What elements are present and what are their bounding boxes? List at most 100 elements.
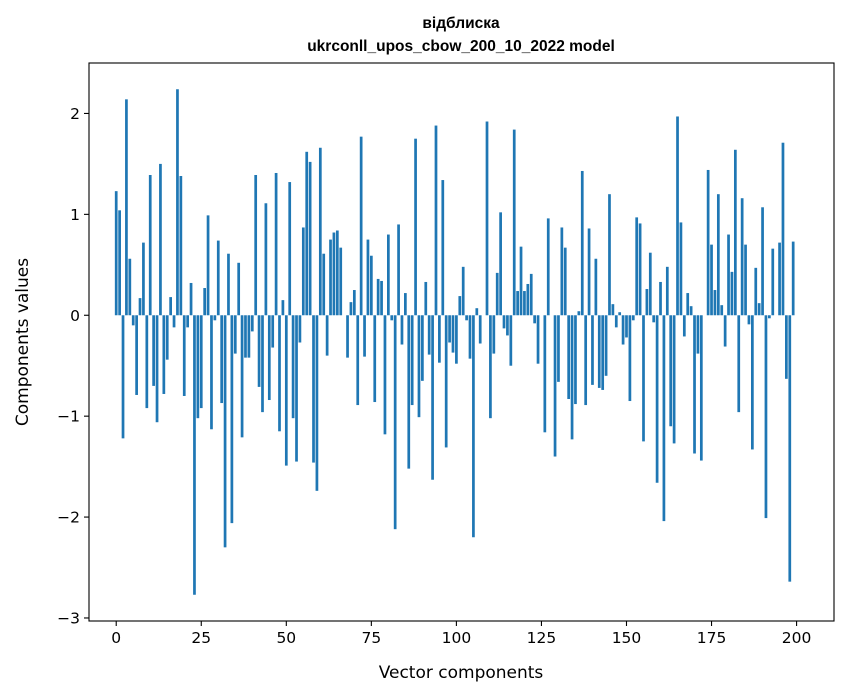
- x-tick-label: 75: [361, 629, 381, 647]
- bar: [339, 247, 343, 316]
- bar: [512, 129, 516, 316]
- bar: [591, 315, 594, 385]
- bar: [536, 315, 540, 364]
- bar: [267, 315, 271, 401]
- bar: [495, 272, 499, 316]
- bar: [169, 297, 172, 316]
- bar: [213, 315, 217, 321]
- bar: [199, 315, 203, 409]
- chart-title: відблиска: [422, 15, 500, 32]
- bar: [574, 315, 577, 405]
- bar: [193, 315, 196, 595]
- bar: [366, 239, 370, 316]
- bar: [237, 262, 241, 316]
- bar: [131, 315, 135, 326]
- bar: [553, 315, 557, 457]
- bar: [557, 315, 560, 382]
- bar: [604, 315, 608, 376]
- bar: [363, 315, 366, 357]
- bar: [516, 291, 519, 316]
- bar: [485, 121, 489, 316]
- bar: [519, 246, 523, 316]
- y-tick-label: 1: [70, 206, 80, 224]
- y-tick-label: −2: [57, 509, 80, 527]
- bar: [444, 315, 448, 448]
- bar: [720, 305, 724, 316]
- bar: [778, 242, 781, 316]
- bar: [417, 315, 421, 418]
- bar: [329, 239, 332, 316]
- y-tick-label: −3: [57, 609, 80, 627]
- bar: [145, 315, 149, 409]
- bar: [489, 315, 492, 419]
- bar: [223, 315, 227, 548]
- bar: [740, 198, 744, 316]
- x-axis-label: Vector components: [379, 663, 544, 683]
- bar: [271, 315, 275, 348]
- bar: [475, 308, 479, 316]
- bar: [278, 315, 281, 432]
- x-tick-label: 125: [527, 629, 557, 647]
- bar: [114, 191, 118, 316]
- bar: [751, 315, 754, 450]
- bar: [679, 222, 683, 316]
- bar: [298, 315, 302, 343]
- bar: [716, 194, 720, 316]
- bar: [628, 315, 632, 402]
- plot-frame: [88, 62, 835, 622]
- bar: [305, 151, 309, 316]
- bar: [730, 271, 734, 316]
- bar: [332, 232, 336, 316]
- x-tick-label: 175: [697, 629, 727, 647]
- x-tick-label: 100: [442, 629, 472, 647]
- bar: [448, 315, 451, 343]
- bar: [648, 252, 652, 316]
- bar: [744, 244, 747, 316]
- bar: [635, 217, 639, 316]
- bar: [478, 315, 482, 344]
- bar: [315, 315, 319, 491]
- bar: [397, 224, 400, 316]
- bar: [472, 315, 475, 538]
- bar: [172, 315, 176, 328]
- bar: [196, 315, 200, 419]
- bar: [608, 194, 611, 316]
- bar: [421, 315, 424, 381]
- bar: [318, 147, 322, 316]
- bar: [441, 180, 445, 316]
- bar: [176, 89, 179, 316]
- bar: [380, 280, 383, 316]
- bar: [652, 315, 656, 323]
- axes-layer: 0 25 50 75 100 125 150 175 200 −3 −2 −1 0 1 2: [57, 62, 835, 647]
- bar: [288, 182, 292, 316]
- bar: [233, 315, 237, 354]
- bar: [165, 315, 169, 360]
- bar: [761, 207, 764, 316]
- bar: [614, 315, 618, 328]
- bar: [560, 227, 564, 316]
- bar: [567, 315, 571, 400]
- bar: [621, 315, 625, 345]
- bar: [210, 315, 213, 430]
- bar: [669, 315, 673, 427]
- bar: [597, 315, 601, 388]
- bar: [291, 315, 295, 419]
- x-tick-label: 50: [276, 629, 296, 647]
- bar: [682, 315, 686, 337]
- bar: [434, 125, 438, 316]
- bar: [451, 315, 455, 353]
- bar: [322, 253, 326, 316]
- bar: [182, 315, 186, 396]
- bar: [526, 283, 530, 316]
- bar: [261, 315, 264, 413]
- bar: [410, 315, 414, 406]
- bar: [390, 315, 394, 321]
- bar: [631, 315, 635, 321]
- bars-layer: [114, 89, 795, 595]
- bar: [662, 315, 666, 522]
- bar: [438, 315, 441, 363]
- bar: [335, 230, 339, 316]
- bar: [768, 315, 771, 319]
- bar: [424, 281, 428, 316]
